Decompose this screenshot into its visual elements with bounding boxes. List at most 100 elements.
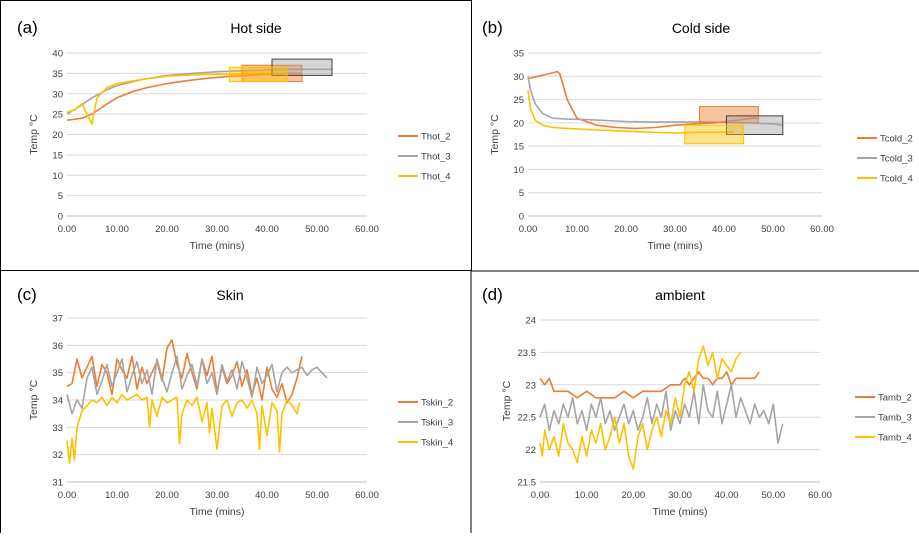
legend-label: Thot_3: [421, 152, 451, 163]
y-tick-label: 36: [52, 341, 63, 352]
y-tick-label: 0: [519, 212, 524, 223]
panel-label: (c): [17, 285, 37, 304]
y-axis-label: Temp °C: [489, 114, 501, 155]
chart-title: Cold side: [672, 20, 731, 36]
y-axis-label: Temp °C: [28, 114, 40, 155]
x-axis-label: Time (mins): [647, 240, 702, 252]
series-line-tamb-4: [539, 345, 742, 470]
y-tick-label: 0: [58, 212, 63, 223]
legend-label: Tskin_3: [421, 418, 453, 429]
x-tick-label: 30.00: [663, 224, 687, 235]
legend-label: Thot_2: [421, 132, 451, 143]
y-tick-label: 31: [52, 478, 63, 489]
y-tick-label: 35: [52, 69, 63, 80]
y-tick-label: 34: [52, 396, 63, 407]
y-tick-label: 37: [52, 314, 63, 325]
x-tick-label: 20.00: [155, 490, 179, 501]
y-tick-label: 15: [513, 142, 524, 153]
y-tick-label: 23: [525, 380, 536, 391]
y-tick-label: 30: [513, 72, 524, 83]
legend-label: Tamb_4: [878, 433, 912, 444]
x-tick-label: 50.00: [761, 490, 785, 501]
y-tick-label: 40: [52, 49, 63, 60]
panel-label: (b): [482, 18, 503, 37]
x-tick-label: 40.00: [255, 224, 279, 235]
y-tick-label: 21.5: [518, 478, 537, 489]
series-line-thot-2: [66, 72, 302, 121]
y-tick-label: 20: [52, 130, 63, 141]
x-tick-label: 60.00: [808, 490, 832, 501]
legend-label: Tskin_4: [421, 438, 453, 449]
x-tick-label: 20.00: [614, 224, 638, 235]
series-line-tamb-3: [539, 383, 784, 444]
chart-title: Hot side: [230, 20, 282, 36]
series-line-tskin-4: [66, 393, 301, 464]
chart-panel-2: (b) Cold side 0 5 10 15 20 25 30 35 0.00 10.00 20.00…: [482, 18, 913, 252]
x-tick-label: 50.00: [305, 224, 329, 235]
y-tick-label: 10: [513, 165, 524, 176]
x-tick-label: 60.00: [355, 224, 379, 235]
x-tick-label: 60.00: [810, 224, 834, 235]
y-tick-label: 5: [58, 191, 63, 202]
chart-title: ambient: [655, 287, 705, 303]
chart-panel-3: (c) Skin 31 32 33 34 35 36 37 0.00 10.00 20.00 30.00…: [17, 285, 453, 518]
x-tick-label: 30.00: [668, 490, 692, 501]
x-tick-label: 10.00: [575, 490, 599, 501]
range-box-tcold-2: [699, 106, 759, 124]
range-box-tcold-4: [684, 124, 745, 145]
legend-label: Tskin_2: [421, 398, 453, 409]
panel-a-frame: [0, 0, 472, 271]
x-tick-label: 0.00: [58, 490, 77, 501]
y-tick-label: 33: [52, 423, 63, 434]
y-tick-label: 23.5: [518, 348, 537, 359]
x-tick-label: 60.00: [355, 490, 379, 501]
y-tick-label: 5: [519, 188, 524, 199]
x-tick-label: 40.00: [715, 490, 739, 501]
y-tick-label: 35: [513, 49, 524, 60]
y-tick-label: 25: [52, 110, 63, 121]
x-axis-label: Time (mins): [652, 506, 707, 518]
y-tick-label: 24: [525, 316, 536, 327]
y-tick-label: 20: [513, 118, 524, 129]
legend-label: Tamb_2: [878, 393, 912, 404]
x-tick-label: 0.00: [58, 224, 77, 235]
series-line-tskin-2: [66, 339, 303, 404]
y-axis-label: Temp °C: [501, 380, 513, 421]
y-tick-label: 32: [52, 450, 63, 461]
x-tick-label: 20.00: [155, 224, 179, 235]
panel-label: (d): [482, 285, 503, 304]
x-tick-label: 50.00: [761, 224, 785, 235]
legend-label: Tcold_3: [880, 154, 913, 165]
series-line-tcold-4: [527, 90, 734, 134]
x-tick-label: 40.00: [712, 224, 736, 235]
y-tick-label: 22.5: [518, 413, 537, 424]
x-tick-label: 0.00: [519, 224, 538, 235]
y-tick-label: 10: [52, 171, 63, 182]
x-tick-label: 10.00: [105, 490, 129, 501]
x-tick-label: 10.00: [105, 224, 129, 235]
x-tick-label: 30.00: [205, 490, 229, 501]
x-tick-label: 30.00: [205, 224, 229, 235]
legend-label: Thot_4: [421, 172, 451, 183]
chart-panel-4: (d) ambient 21.5 22 22.5 23 23.5 24 0.00 10.00 20.…: [482, 285, 912, 518]
x-tick-label: 40.00: [255, 490, 279, 501]
y-tick-label: 35: [52, 368, 63, 379]
range-box-thot-4: [229, 66, 288, 83]
y-tick-label: 15: [52, 150, 63, 161]
x-axis-label: Time (mins): [189, 506, 244, 518]
y-tick-label: 22: [525, 445, 536, 456]
x-axis-label: Time (mins): [189, 240, 244, 252]
legend-label: Tcold_4: [880, 174, 913, 185]
legend-label: Tcold_2: [880, 134, 913, 145]
chart-panel-1: (a) Hot side 0 5 10 15 20 25 30 35 40 0.00 10.00 20.0…: [17, 18, 451, 252]
y-tick-label: 30: [52, 89, 63, 100]
x-tick-label: 10.00: [565, 224, 589, 235]
series-line-tskin-3: [66, 355, 328, 415]
legend-label: Tamb_3: [878, 413, 912, 424]
series-line-thot-3: [66, 68, 332, 115]
x-tick-label: 20.00: [621, 490, 645, 501]
x-tick-label: 0.00: [531, 490, 550, 501]
series-line-tamb-2: [539, 370, 760, 399]
y-tick-label: 25: [513, 95, 524, 106]
